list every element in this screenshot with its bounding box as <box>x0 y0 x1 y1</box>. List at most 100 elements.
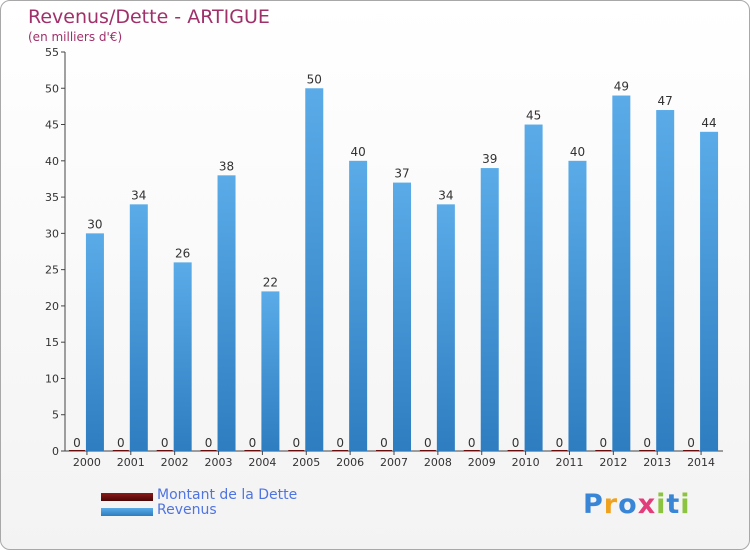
data-label-dette: 0 <box>687 436 695 450</box>
bars <box>68 88 719 452</box>
data-label-dette: 0 <box>380 436 388 450</box>
bar-dette <box>200 450 217 451</box>
x-tick-label: 2011 <box>555 456 583 469</box>
x-tick-label: 2014 <box>687 456 715 469</box>
logo-letter: i <box>656 489 667 520</box>
data-label-revenus: 34 <box>438 188 453 202</box>
y-tick-label: 0 <box>52 445 59 458</box>
y-tick-label: 30 <box>45 227 59 240</box>
data-label-revenus: 44 <box>701 116 716 130</box>
bar-dette <box>639 450 656 451</box>
data-label-dette: 0 <box>336 436 344 450</box>
data-label-dette: 0 <box>468 436 476 450</box>
x-tick-label: 2000 <box>73 456 101 469</box>
chart-subtitle: (en milliers d'€) <box>28 30 123 44</box>
logo-letter: r <box>603 489 619 520</box>
bar-revenus <box>393 182 411 451</box>
bar-revenus <box>568 160 587 451</box>
x-tick-label: 2002 <box>161 456 189 469</box>
bar-dette <box>112 450 129 451</box>
bar-dette <box>419 450 436 451</box>
data-label-revenus: 45 <box>526 109 541 123</box>
y-tick-label: 10 <box>45 372 59 385</box>
bar-dette <box>595 450 612 451</box>
data-label-revenus: 26 <box>175 246 190 260</box>
bar-revenus <box>173 262 192 451</box>
bar-dette <box>376 450 392 451</box>
logo-letter: P <box>583 489 604 520</box>
logo-letter: i <box>680 489 691 520</box>
data-label-revenus: 30 <box>87 217 102 231</box>
data-label-dette: 0 <box>249 436 257 450</box>
x-tick-label: 2008 <box>424 456 452 469</box>
y-tick-label: 40 <box>45 155 59 168</box>
logo-letter: x <box>637 489 657 520</box>
bar-revenus <box>612 95 631 451</box>
data-label-revenus: 37 <box>394 167 409 181</box>
data-label-dette: 0 <box>643 436 651 450</box>
x-tick-label: 2012 <box>599 456 627 469</box>
bar-dette <box>68 450 85 451</box>
bar-revenus <box>305 88 324 451</box>
y-tick-label: 20 <box>45 300 59 313</box>
bar-revenus <box>217 175 236 451</box>
bar-dette <box>156 450 173 451</box>
bar-dette <box>288 450 305 451</box>
bar-dette <box>683 450 700 451</box>
data-label-dette: 0 <box>161 436 169 450</box>
bar-dette <box>551 450 568 451</box>
y-tick-label: 45 <box>45 119 59 132</box>
bar-dette <box>244 450 261 451</box>
bar-revenus <box>700 131 719 452</box>
bar-revenus <box>85 233 104 451</box>
data-label-revenus: 22 <box>263 275 278 289</box>
data-label-dette: 0 <box>556 436 564 450</box>
x-tick-label: 2003 <box>205 456 233 469</box>
x-tick-label: 2007 <box>380 456 408 469</box>
x-tick-label: 2013 <box>643 456 671 469</box>
bar-revenus <box>349 160 368 451</box>
data-label-revenus: 39 <box>482 152 497 166</box>
x-tick-label: 2005 <box>292 456 320 469</box>
x-tick-label: 2009 <box>468 456 496 469</box>
legend-label-revenus: Revenus <box>157 502 217 518</box>
data-label-dette: 0 <box>292 436 300 450</box>
y-tick-label: 50 <box>45 82 59 95</box>
x-tick-label: 2010 <box>512 456 540 469</box>
logo-letter: t <box>666 489 681 520</box>
x-tick-label: 2006 <box>336 456 364 469</box>
bar-dette <box>507 450 524 451</box>
data-label-dette: 0 <box>600 436 608 450</box>
y-tick-label: 15 <box>45 336 59 349</box>
y-tick-label: 5 <box>52 409 59 422</box>
bar-revenus <box>480 168 499 451</box>
y-tick-label: 35 <box>45 191 59 204</box>
proxiti-logo: Proxiti <box>583 489 691 520</box>
data-label-dette: 0 <box>205 436 213 450</box>
y-tick-label: 25 <box>45 264 59 277</box>
data-label-dette: 0 <box>117 436 125 450</box>
x-tick-label: 2001 <box>117 456 145 469</box>
legend-label-dette: Montant de la Dette <box>157 487 298 503</box>
data-label-dette: 0 <box>424 436 432 450</box>
bar-revenus <box>656 110 675 451</box>
data-label-revenus: 34 <box>131 188 146 202</box>
data-label-dette: 0 <box>73 436 81 450</box>
data-label-revenus: 50 <box>307 72 322 86</box>
bar-revenus <box>524 124 543 451</box>
logo-letter: o <box>618 489 638 520</box>
bar-revenus <box>436 204 455 451</box>
x-tick-label: 2004 <box>248 456 276 469</box>
x-axis: 2000 2001 2002 2003 2004 2005 2006 2007 2008 2009… <box>65 450 723 469</box>
y-axis: 0 5 10 15 20 25 30 35 40 45 50 55 <box>45 46 66 458</box>
chart-title: Revenus/Dette - ARTIGUE <box>28 6 270 28</box>
legend-swatch-revenus <box>101 508 153 516</box>
bar-dette <box>332 450 349 451</box>
y-tick-label: 55 <box>45 46 59 59</box>
bar-revenus <box>261 291 280 451</box>
data-label-revenus: 40 <box>570 145 585 159</box>
data-label-revenus: 49 <box>614 80 629 94</box>
bar-revenus <box>129 204 148 451</box>
